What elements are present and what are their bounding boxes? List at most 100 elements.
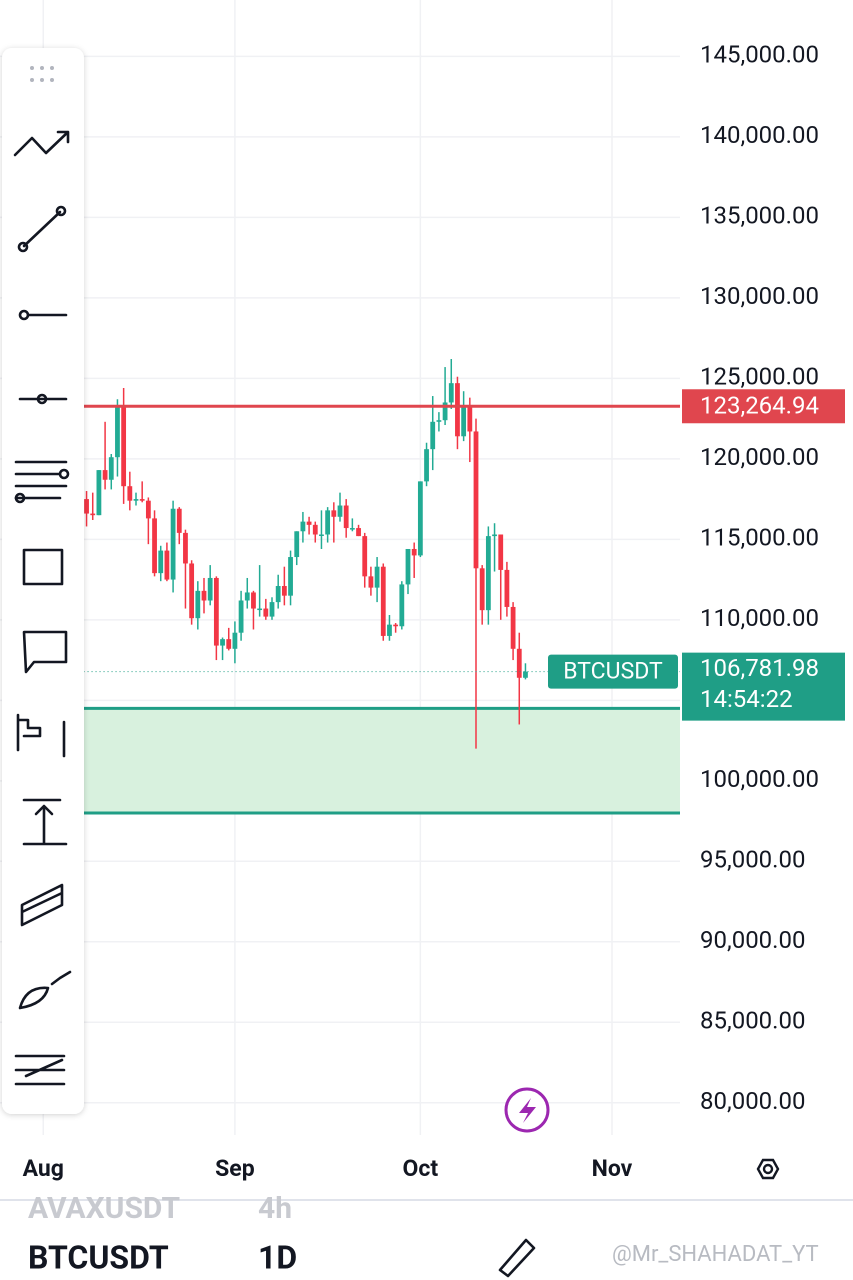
candle-body [84, 499, 89, 514]
candle-body [349, 528, 355, 530]
candle-body [455, 383, 460, 437]
candle-body [108, 457, 114, 480]
candle-body [170, 508, 176, 580]
candle-body [220, 639, 225, 646]
watchlist-symbol[interactable]: BTCUSDT [28, 1238, 169, 1276]
tool-rect[interactable] [22, 548, 64, 586]
candle-body [319, 534, 324, 536]
quick-action[interactable] [504, 1087, 550, 1133]
candle-body [374, 566, 380, 588]
x-tick-label: Sep [215, 1155, 255, 1182]
current-price-box [682, 652, 845, 721]
current-price-label: 106,781.98 [700, 654, 819, 682]
candle-body [115, 405, 120, 458]
candle-body [523, 671, 528, 678]
candle-body [251, 592, 256, 609]
candle-body [485, 536, 491, 611]
y-tick-label: 95,000.00 [700, 846, 805, 874]
candle-body [325, 510, 331, 535]
candle-body [479, 568, 485, 611]
candle-body [183, 532, 188, 564]
y-tick-label: 80,000.00 [700, 1087, 805, 1115]
edit-icon[interactable] [498, 1238, 536, 1278]
tool-fib[interactable] [14, 460, 68, 500]
candle-body [473, 431, 479, 569]
candle-body [504, 569, 510, 607]
y-tick-label: 90,000.00 [700, 926, 805, 954]
x-tick-label: Nov [592, 1155, 633, 1182]
candle-body [510, 606, 516, 649]
candle-body [139, 499, 145, 501]
candle-body [127, 486, 133, 501]
candle-body [263, 608, 269, 617]
toolbar-panel [2, 48, 84, 1114]
candle-body [380, 566, 386, 636]
y-tick-label: 140,000.00 [700, 121, 819, 149]
y-tick-label: 120,000.00 [700, 443, 819, 471]
candle-body [492, 534, 497, 537]
tool-line[interactable] [22, 210, 62, 248]
candle-body [145, 500, 151, 519]
candle-body [121, 405, 127, 487]
candle-body [257, 608, 263, 611]
watchlist-symbol[interactable]: AVAXUSDT [28, 1191, 180, 1226]
candle-body [368, 576, 374, 588]
candle-body [306, 521, 312, 525]
tool-callout[interactable] [22, 630, 68, 674]
candle-body [201, 590, 207, 601]
candle-body [288, 557, 293, 596]
candle-body [430, 421, 436, 450]
x-tick-label: Aug [23, 1155, 64, 1182]
tool-projection[interactable] [16, 713, 66, 758]
candle-body [152, 518, 157, 574]
watchlist-interval[interactable]: 1D [258, 1238, 297, 1276]
candle-body [405, 548, 411, 585]
y-tick-label: 145,000.00 [700, 41, 819, 69]
candle-body [300, 521, 306, 532]
candle-body [275, 586, 281, 603]
y-tick-label: 125,000.00 [700, 363, 819, 391]
candle-body [269, 602, 275, 617]
candle-body [393, 624, 399, 627]
candle-body [343, 505, 349, 529]
candle-body [442, 402, 448, 421]
y-tick-label: 100,000.00 [700, 765, 819, 793]
tool-measure[interactable] [22, 798, 68, 846]
candle-body [362, 536, 368, 577]
tool-more[interactable] [14, 1054, 66, 1086]
candle-body [448, 383, 454, 403]
candle-body [331, 510, 337, 517]
watermark: @Mr_SHAHADAT_YT [612, 1242, 819, 1267]
candle-body [238, 600, 244, 633]
drag-handle [30, 66, 54, 82]
candle-body [164, 550, 170, 580]
symbol-label-box [548, 654, 678, 689]
price-label: 123,264.94 [700, 392, 819, 420]
drawing-toolbar [2, 48, 84, 1114]
settings-button[interactable] [756, 1158, 780, 1180]
candle-body [244, 592, 250, 601]
candle-body [516, 648, 522, 678]
tool-trend[interactable] [13, 130, 70, 157]
candle-body [207, 577, 213, 601]
candle-body [102, 470, 108, 480]
candle-body [189, 563, 195, 619]
candle-body [411, 548, 417, 556]
chart-area: 80,000.00 85,000.00 90,000.00 95,000.00 100,… [0, 0, 845, 1182]
candle-body [213, 577, 219, 646]
candle-body [387, 624, 392, 636]
candle-body [467, 405, 473, 432]
candle-body [176, 508, 182, 533]
candle-body [356, 528, 361, 537]
candle-body [232, 632, 238, 649]
y-tick-label: 135,000.00 [700, 202, 819, 230]
y-tick-label: 85,000.00 [700, 1007, 805, 1035]
y-tick-label: 115,000.00 [700, 524, 819, 552]
candle-body [90, 513, 96, 516]
tool-brush[interactable] [18, 970, 72, 1010]
symbol-label: BTCUSDT [563, 658, 663, 685]
watchlist-interval[interactable]: 4h [258, 1191, 292, 1226]
candle-body [417, 481, 423, 556]
tool-pattern[interactable] [20, 883, 64, 927]
